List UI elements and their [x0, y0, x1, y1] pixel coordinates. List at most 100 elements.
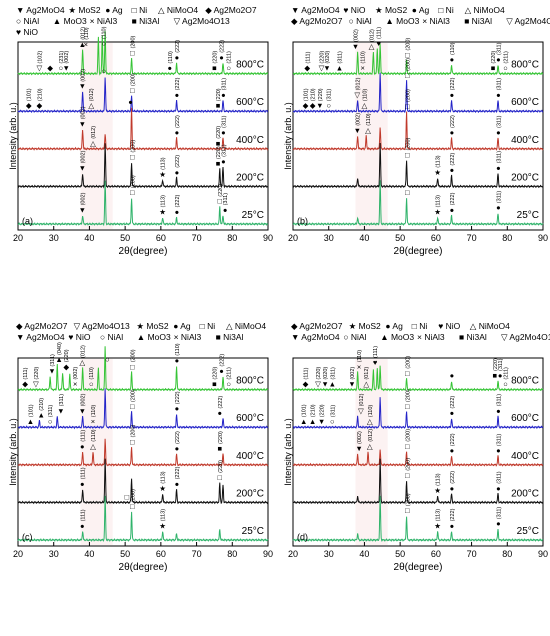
peak-hkl-label: (110) — [362, 89, 368, 102]
x-tick-label: 30 — [49, 549, 59, 559]
peak-hkl-label: (222) — [220, 354, 226, 367]
legend-entry: ■ Ni3Al — [132, 16, 160, 26]
peak-marker: ▼ — [57, 406, 64, 415]
peak-hkl-label: (111) — [23, 367, 29, 379]
temperature-label: 800°C — [236, 376, 264, 387]
temperature-label: 400°C — [236, 451, 264, 462]
series-line — [17, 180, 269, 227]
series-200c: □(200)★(113)●(222)●(311)200°C — [292, 458, 544, 505]
peak-marker: ◆ — [47, 64, 54, 73]
legend-entry: ▲ MoO3 — [137, 332, 171, 342]
legend-entry: □ Ni — [438, 5, 454, 15]
series-25c: □(200)★(113)●(222)●(311)25°C — [292, 493, 544, 543]
peak-marker: △ — [365, 126, 372, 135]
peak-marker: ■ — [216, 139, 221, 148]
peak-marker: ▲ — [79, 40, 86, 49]
series-line — [292, 180, 544, 226]
peak-marker: ▲ — [300, 417, 307, 426]
peak-marker: ○ — [101, 67, 106, 76]
panel-label: (c) — [22, 532, 33, 542]
series-400c: ▼(002)△(012)□(200)●(222)●(311)400°C — [292, 429, 544, 467]
peak-hkl-label: (222) — [175, 40, 181, 53]
peak-hkl-label: (220) — [64, 349, 70, 362]
x-tick-label: 70 — [192, 549, 202, 559]
peak-marker: ● — [450, 128, 455, 137]
x-tick-label: 90 — [538, 549, 548, 559]
peak-hkl-label: (200) — [405, 58, 411, 71]
peak-hkl-label: (110) — [175, 343, 181, 356]
peak-marker: △ — [90, 442, 97, 451]
peak-marker: ▼ — [79, 406, 86, 415]
legend-entry: × NiAl3 — [90, 16, 118, 26]
x-tick-label: 30 — [324, 549, 334, 559]
peak-marker: ◆ — [37, 101, 44, 110]
peak-marker: ▼ — [62, 64, 69, 73]
peak-marker: ▼ — [318, 417, 325, 426]
series-line — [17, 107, 269, 151]
peak-hkl-label: (101) — [304, 88, 310, 101]
peak-hkl-label: (222) — [218, 396, 224, 409]
peak-hkl-label: (200) — [130, 140, 136, 153]
temperature-label: 200°C — [236, 488, 264, 499]
series-line — [17, 143, 269, 189]
peak-marker: ■ — [216, 159, 221, 168]
peak-marker: ▼ — [79, 163, 86, 172]
peak-marker: ● — [80, 479, 85, 488]
series-line — [292, 365, 544, 392]
peak-hkl-label: (311) — [496, 471, 502, 484]
peak-marker: ▽ — [358, 406, 365, 415]
peak-marker: □ — [130, 86, 135, 95]
peak-marker: ● — [496, 519, 501, 528]
peak-marker: △ — [367, 442, 374, 451]
peak-marker: □ — [405, 51, 410, 60]
y-axis-label: Intensity (arb. u.) — [8, 418, 18, 486]
series-line — [292, 449, 544, 467]
peak-hkl-label: (110) — [89, 367, 95, 380]
peak-marker: ▲ — [309, 417, 316, 426]
legend-entry: ♥ NiO — [68, 332, 90, 342]
peak-marker: ○ — [89, 380, 94, 389]
peak-hkl-label: (311) — [496, 115, 502, 128]
x-tick-label: 30 — [49, 233, 59, 243]
legend-entry: ◆ Ag2Mo2O7 — [16, 321, 68, 331]
series-600c: ▲(101)▲(210)▼(220)○(311) ▽(012)△(110) □(20… — [292, 389, 544, 430]
peak-marker: ● — [175, 404, 180, 413]
temperature-label: 200°C — [511, 172, 539, 183]
peak-hkl-label: (002) — [80, 69, 86, 82]
series-800c: ◆(111)▽(220) ▼(311) ▲(040)◆(220)×(002)△(01… — [17, 342, 269, 392]
peak-hkl-label: (222) — [450, 508, 456, 521]
legend-entry: ○ NiAl — [100, 332, 123, 342]
peak-marker: ● — [496, 163, 501, 172]
legend-entry: ▽ Ag2Mo4O13 — [74, 321, 130, 331]
peak-marker: ▼ — [79, 82, 86, 91]
peak-marker: ▲ — [27, 417, 34, 426]
peak-marker: □ — [218, 473, 223, 482]
peak-hkl-label: (222) — [450, 153, 456, 166]
peak-marker: ▽ — [319, 64, 326, 73]
peak-marker: ★ — [434, 486, 441, 495]
peak-marker: ▽ — [33, 380, 40, 389]
peak-marker: ○ — [101, 39, 106, 48]
peak-hkl-label: (200) — [405, 389, 411, 402]
peak-marker: ▽ — [354, 90, 361, 99]
peak-marker: □ — [130, 438, 135, 447]
peak-hkl-label: (200) — [405, 356, 411, 369]
peak-hkl-label: (311) — [496, 507, 502, 520]
series-200c: □(200)★(113)●(222)●(311)200°C — [292, 137, 544, 189]
peak-marker: ● — [496, 55, 501, 64]
legend-entry: ▼ Ag2MoO4 — [291, 332, 340, 342]
peak-hkl-label: (311) — [59, 394, 65, 407]
peak-marker: ♥ — [376, 39, 381, 48]
peak-hkl-label: (311) — [496, 42, 502, 55]
peak-hkl-label: (002) — [64, 51, 70, 64]
peak-hkl-label: (101) — [302, 404, 308, 417]
legend-entry: ▽ Ag2Mo4O13 — [174, 16, 230, 26]
peak-marker: □ — [405, 188, 410, 197]
peak-marker: ◆ — [303, 101, 310, 110]
plot-frame — [17, 357, 269, 547]
peak-hkl-label: (002) — [350, 367, 356, 380]
peak-marker: ● — [496, 128, 501, 137]
peak-marker: ● — [168, 64, 173, 73]
peak-hkl-label: (220) — [320, 404, 326, 417]
peak-hkl-label: (111) — [305, 51, 311, 63]
